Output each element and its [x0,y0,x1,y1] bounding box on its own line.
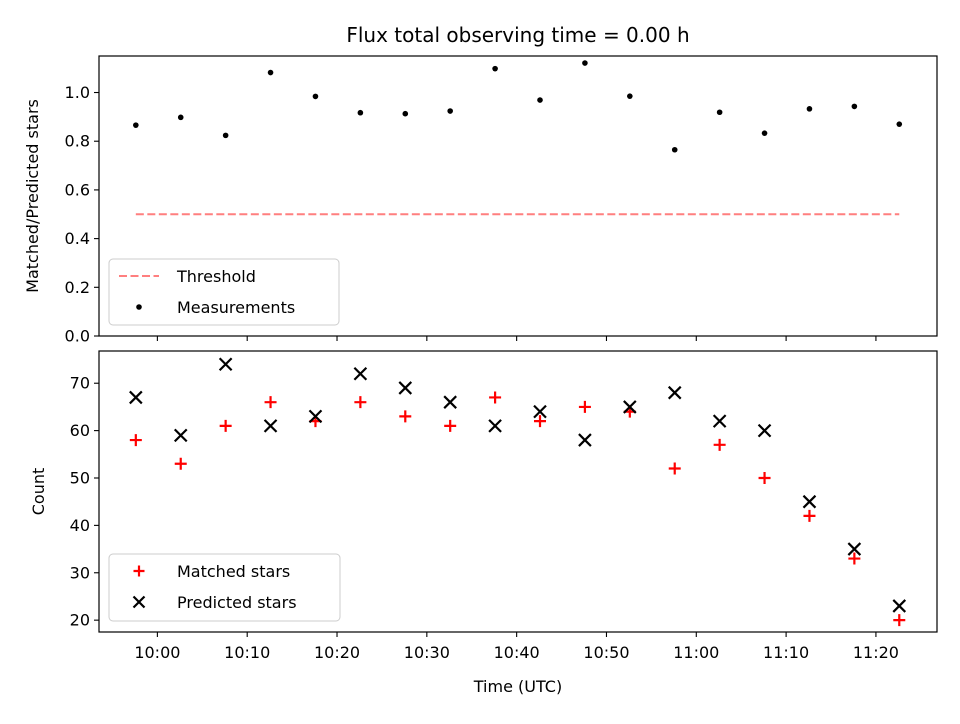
matched-star-point [174,457,187,470]
measurement-point [896,121,903,127]
matched-star-point [893,614,906,627]
matched-star-point [534,415,547,428]
measurement-point [851,103,858,110]
legend-plus-swatch [133,565,145,577]
measurement-point [761,130,768,136]
count-panel: 20 30 40 50 60 70 10:00 10:10 10:20 10:30 10:40 10:… [29,350,938,662]
measurement-point [806,106,813,112]
y-tick-label: 0.8 [65,132,90,151]
measurement-point [267,69,274,76]
matched-star-point [668,462,681,475]
y-axis-label: Count [29,468,48,516]
x-tick-label: 10:30 [404,643,450,662]
predicted-star-point [578,433,592,447]
matched-star-point [219,419,232,432]
y-tick-label: 20 [70,611,90,630]
matched-star-point [444,419,457,432]
x-tick-label: 10:00 [134,643,180,662]
measurement-point [133,122,139,128]
predicted-star-point [847,542,862,556]
legend-label: Measurements [177,298,295,317]
matched-star-point [264,396,277,409]
legend-label: Matched stars [177,562,290,581]
measurement-point [177,114,184,121]
x-tick-label: 10:50 [583,643,629,662]
predicted-star-point [263,419,278,433]
matched-star-point [578,400,591,413]
measurement-point [582,60,588,66]
legend-label: Threshold [176,267,256,286]
y-tick-label: 50 [70,468,90,487]
measurement-point [222,132,229,139]
y-tick-label: 40 [70,516,90,535]
predicted-star-point [308,409,323,424]
x-tick-label: 10:40 [494,643,540,662]
measurement-point [716,109,723,116]
predicted-star-point [712,414,727,428]
predicted-star-point [757,423,772,438]
plot-frame [98,55,938,337]
y-tick-label: 0.4 [65,229,90,248]
measurement-point [671,146,678,153]
x-axis-label: Time (UTC) [473,677,562,696]
measurement-point [492,65,498,72]
legend: Matched stars Predicted stars [108,553,341,622]
measurement-point [402,110,409,117]
predicted-star-point [488,419,502,433]
legend-dot-swatch [136,304,142,310]
legend-box [108,258,340,326]
x-tick-label: 11:10 [763,643,809,662]
matched-star-point [399,410,412,423]
y-tick-label: 0.2 [65,278,90,297]
predicted-star-point [892,599,907,613]
matched-star-point [758,471,771,484]
plot-frame [98,350,938,633]
measurement-point [312,93,319,100]
y-tick-label: 1.0 [65,83,90,102]
predicted-star-point [533,404,547,419]
legend-x-swatch [132,595,146,609]
predicted-star-point [173,428,188,443]
ratio-panel: 0.0 0.2 0.4 0.6 0.8 1.0 Matched/Predicted star… [23,55,938,346]
matched-star-point [354,396,367,409]
measurement-point [537,97,543,103]
matched-star-point [803,509,816,522]
y-tick-label: 0.0 [65,327,90,346]
legend-box [108,553,341,622]
y-tick-label: 30 [70,563,90,582]
y-tick-label: 60 [70,421,90,440]
measurement-point [627,93,633,99]
measurement-point [357,109,364,116]
predicted-star-point [129,390,143,405]
predicted-star-point [802,494,817,509]
legend-label: Predicted stars [177,593,297,612]
matched-star-point [489,391,502,404]
predicted-star-point [353,366,368,381]
y-tick-label: 70 [70,374,90,393]
predicted-star-point [398,381,413,395]
matched-star-point [848,552,861,565]
predicted-star-point [443,395,457,409]
predicted-star-point [667,385,682,400]
x-tick-label: 10:20 [314,643,360,662]
matched-star-point [129,434,142,447]
chart-title: Flux total observing time = 0.00 h [346,23,689,47]
x-tick-label: 11:20 [853,643,899,662]
predicted-star-point [218,357,233,372]
matched-star-point [713,438,726,451]
measurement-point [447,108,453,114]
y-tick-label: 0.6 [65,180,90,199]
legend: Threshold Measurements [108,258,340,326]
x-tick-label: 11:00 [673,643,719,662]
predicted-star-point [623,400,637,414]
x-tick-label: 10:10 [224,643,270,662]
y-axis-label: Matched/Predicted stars [23,99,42,293]
